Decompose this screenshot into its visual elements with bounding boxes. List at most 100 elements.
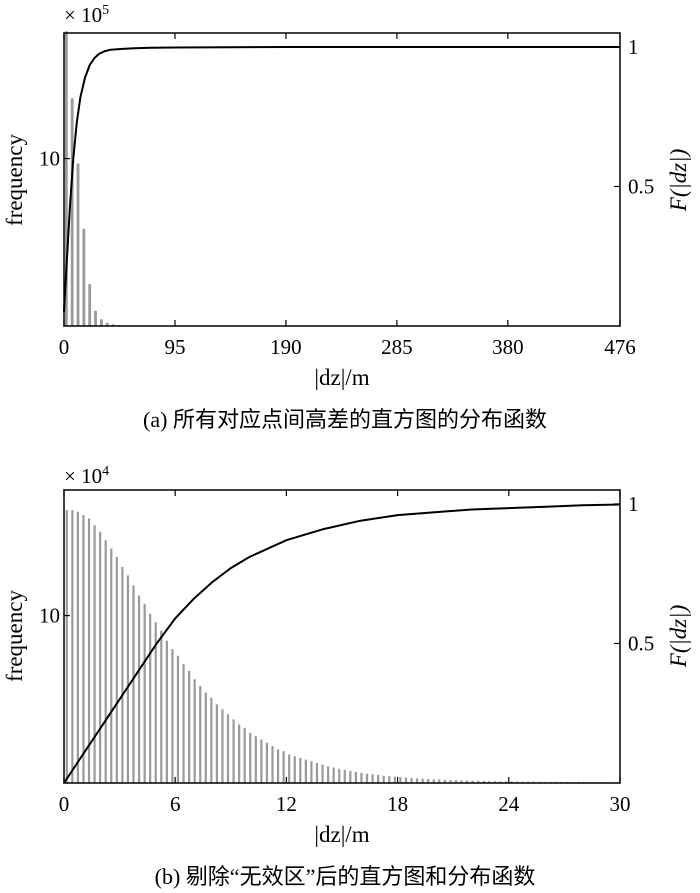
- bar-b-31: [238, 724, 241, 783]
- bar-b-10: [121, 567, 124, 783]
- multiplier-b: × 104: [64, 464, 109, 488]
- bar-b-25: [204, 692, 207, 783]
- plot-frame-b: [63, 489, 621, 784]
- x-ticks-a: 0 95 190 285 380 476: [59, 33, 636, 359]
- x-tick-label-a-5: 476: [604, 335, 636, 359]
- bar-b-35: [260, 739, 263, 783]
- bar-b-72: [466, 780, 469, 783]
- bar-b-67: [438, 779, 441, 783]
- bar-b-7: [104, 540, 107, 783]
- bar-a-3: [82, 228, 86, 326]
- histogram-bars-a: [64, 31, 121, 326]
- bar-b-41: [293, 756, 296, 783]
- bar-b-56: [377, 774, 380, 783]
- x-axis-label-a: |dz|/m: [314, 365, 369, 390]
- bar-b-11: [126, 575, 130, 783]
- bar-a-8: [111, 324, 115, 326]
- bar-b-55: [371, 774, 374, 783]
- bar-a-2: [76, 163, 80, 326]
- bar-b-54: [365, 773, 369, 783]
- bar-b-71: [460, 780, 463, 783]
- bar-b-0: [65, 510, 68, 783]
- histogram-bars-b: [65, 510, 619, 783]
- bar-b-68: [443, 779, 446, 783]
- bar-b-59: [393, 776, 396, 783]
- bar-b-23: [193, 679, 196, 783]
- bar-b-28: [221, 709, 224, 783]
- x-tick-label-a-2: 190: [270, 335, 302, 359]
- panel-a: × 105 0 95 190 285 380 476 10 0.51 |dz|/m fre…: [2, 3, 691, 432]
- bar-b-48: [332, 767, 335, 783]
- bar-b-53: [360, 772, 363, 783]
- bar-b-80: [510, 781, 513, 783]
- x-axis-label-b: |dz|/m: [314, 822, 369, 847]
- y2-tick-label-a-0: 0.5: [628, 174, 654, 198]
- cdf-line-b: [63, 503, 621, 784]
- bar-b-20: [176, 655, 180, 783]
- bar-b-47: [327, 766, 330, 783]
- bar-b-13: [137, 595, 141, 783]
- bar-b-79: [504, 781, 508, 783]
- x-tick-label-b-3: 18: [387, 792, 408, 816]
- bar-b-57: [382, 775, 385, 783]
- bar-b-14: [143, 603, 146, 783]
- bar-b-76: [488, 781, 491, 783]
- bar-b-8: [110, 548, 113, 783]
- x-tick-label-a-4: 380: [492, 335, 524, 359]
- bar-b-17: [160, 630, 163, 783]
- bar-b-51: [349, 770, 352, 783]
- bar-a-6: [99, 319, 103, 326]
- bar-b-1: [71, 510, 74, 783]
- bar-b-37: [271, 746, 274, 783]
- bar-b-60: [399, 777, 402, 783]
- plot-frame-a: [63, 32, 621, 327]
- bar-b-29: [226, 714, 230, 783]
- bar-b-44: [310, 761, 313, 783]
- bar-b-9: [115, 556, 118, 783]
- bar-b-58: [388, 776, 391, 783]
- caption-a: (a) 所有对应点间高差的直方图的分布函数: [143, 407, 547, 432]
- bar-b-4: [87, 518, 91, 783]
- bar-b-69: [449, 779, 452, 783]
- bar-b-64: [421, 778, 424, 783]
- bar-b-45: [315, 762, 319, 783]
- y2-tick-label-a-1: 1: [628, 35, 639, 59]
- x-tick-label-b-4: 24: [498, 792, 520, 816]
- bar-b-5: [93, 525, 96, 783]
- y2-ticks-a: 0.51: [614, 35, 654, 198]
- bar-b-18: [165, 640, 168, 783]
- y-axis-label-b: frequency: [2, 590, 27, 682]
- y-ticks-a: 10: [39, 147, 70, 171]
- bar-b-32: [243, 727, 246, 783]
- x-ticks-b: 0 6 12 18 24 30: [59, 490, 631, 816]
- bar-b-43: [304, 759, 307, 783]
- bar-b-30: [232, 719, 235, 783]
- x-tick-label-b-0: 0: [59, 792, 70, 816]
- bar-b-16: [154, 622, 157, 783]
- bar-a-0: [64, 31, 68, 326]
- y-tick-label-b-0: 10: [39, 604, 60, 628]
- bar-b-77: [493, 781, 496, 783]
- y-ticks-b: 10: [39, 604, 70, 628]
- bar-b-73: [471, 780, 474, 783]
- bar-b-36: [265, 742, 269, 783]
- bar-b-66: [432, 779, 435, 783]
- y2-tick-label-b-0: 0.5: [628, 631, 654, 655]
- bar-b-39: [282, 751, 285, 783]
- y2-axis-label-b: F(|dz|): [666, 605, 691, 668]
- y-tick-label-a-0: 10: [39, 147, 60, 171]
- caption-b: (b) 剔除“无效区”后的直方图和分布函数: [155, 864, 536, 889]
- bar-b-65: [427, 778, 430, 783]
- bar-b-50: [343, 769, 346, 783]
- bar-b-70: [454, 780, 458, 783]
- bar-b-49: [338, 768, 341, 783]
- x-tick-label-a-1: 95: [164, 335, 185, 359]
- bar-b-15: [149, 613, 152, 783]
- bar-b-63: [415, 778, 419, 783]
- bar-b-26: [210, 697, 213, 783]
- bar-b-40: [288, 754, 291, 783]
- bar-b-33: [249, 732, 252, 783]
- y2-tick-label-b-1: 1: [628, 492, 639, 516]
- bar-b-78: [499, 781, 502, 783]
